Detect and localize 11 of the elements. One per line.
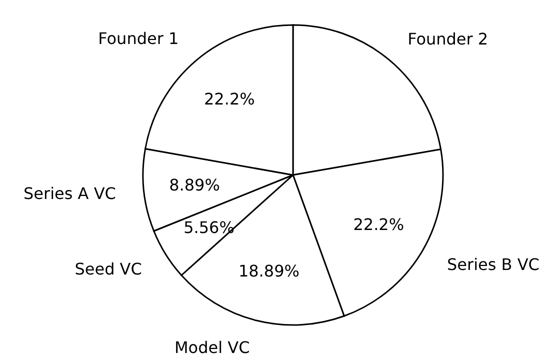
data-label: 22.2% [353,215,404,234]
slice-label: Series B VC [447,254,540,274]
slice-label: Seed VC [74,260,142,279]
slice-label: Founder 2 [408,29,488,48]
slice-label: Model VC [174,338,250,358]
data-label: 18.89% [238,262,300,281]
data-label: 8.89% [169,176,220,195]
slice-label: Founder 1 [98,29,179,48]
data-label: 22.2% [204,90,255,109]
slice-label: Series A VC [24,184,116,203]
data-label: 5.56% [184,218,234,237]
